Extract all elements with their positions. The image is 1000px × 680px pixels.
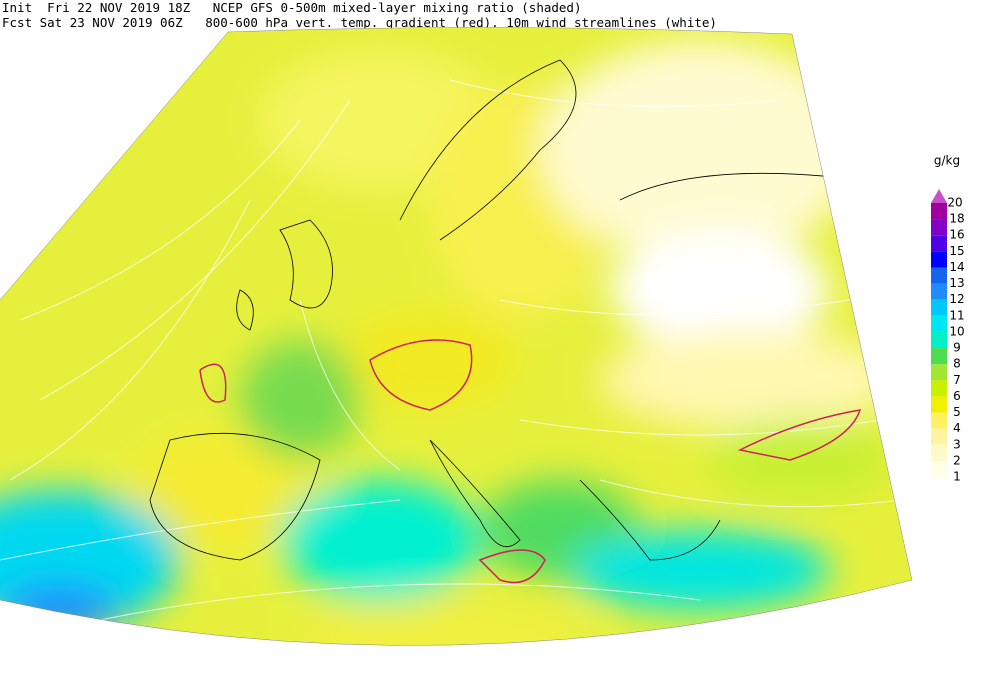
legend-label: 20 (947, 196, 962, 210)
legend-label: 1 (953, 470, 961, 484)
legend-label: 12 (949, 292, 964, 306)
color-block (931, 203, 947, 220)
legend-label: 4 (953, 421, 961, 435)
legend-unit: g/kg (934, 154, 960, 168)
color-block (931, 315, 947, 332)
color-block (931, 251, 947, 268)
header-line: Fcst Sat 23 NOV 2019 06Z 800-600 hPa ver… (2, 15, 717, 30)
color-block (931, 331, 947, 349)
legend-label: 7 (953, 373, 961, 387)
legend-label: 10 (949, 324, 964, 338)
legend-label: 18 (949, 212, 964, 226)
legend-label: 14 (949, 260, 964, 274)
legend-label: 6 (953, 389, 961, 403)
legend-label: 8 (953, 357, 961, 371)
legend-label: 11 (949, 308, 964, 322)
color-block (931, 412, 947, 429)
color-block (931, 444, 947, 461)
color-block (931, 267, 947, 284)
color-block (931, 235, 947, 252)
legend-label: 15 (949, 244, 964, 258)
color-block (931, 428, 947, 445)
color-block (931, 219, 947, 236)
legend-label: 5 (953, 405, 961, 419)
color-block (931, 460, 947, 477)
color-block (931, 396, 947, 413)
legend-label: 9 (953, 341, 961, 355)
legend-label: 13 (949, 276, 964, 290)
color-block (931, 283, 947, 300)
color-block (931, 380, 947, 397)
legend-label: 3 (953, 437, 961, 451)
header-line: Init Fri 22 NOV 2019 18Z NCEP GFS 0-500m… (2, 0, 582, 15)
color-block (931, 348, 947, 365)
color-block (931, 189, 947, 203)
legend-label: 16 (949, 228, 964, 242)
legend-label: 2 (953, 453, 961, 467)
color-block (931, 299, 947, 316)
color-block (931, 364, 947, 381)
